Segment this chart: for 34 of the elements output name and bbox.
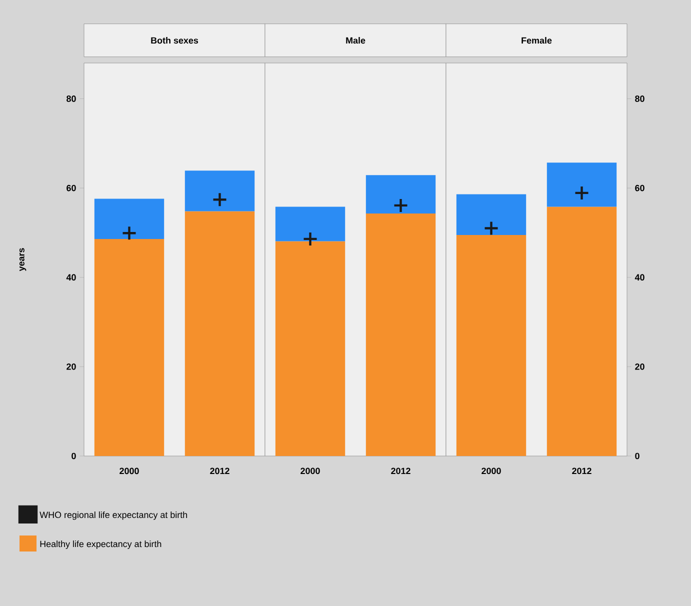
bar [456,234,526,456]
bar [184,211,255,456]
x-tick-label: 2012 [572,468,592,474]
bar [275,206,346,242]
bar [546,206,617,456]
chart-title: Male [346,37,366,44]
bar [94,238,164,456]
bar [94,198,164,239]
y-tick-label: 0 [72,452,76,460]
chart-title: Both sexes [151,37,198,44]
y-tick-label: 60 [635,184,644,192]
y-tick-label: 20 [635,364,644,370]
x-tick-label: 2012 [391,468,410,474]
y-tick-label: 0 [635,452,640,460]
y-tick-label: 80 [66,96,76,102]
x-tick-label: 2000 [482,468,501,474]
bar [275,241,346,456]
x-tick-label: 2000 [120,468,139,474]
bar [366,175,436,214]
y-tick-label: 40 [66,274,76,281]
y-axis-title: years [19,248,26,272]
bar [456,194,526,235]
bar [546,162,617,207]
x-tick-label: 2012 [210,468,230,474]
y-tick-label: 80 [635,96,644,102]
bar [184,170,255,212]
legend-label: WHO regional life expectancy at birth [40,511,188,520]
chart-title: Female [522,37,552,44]
y-tick-label: 60 [66,184,76,192]
x-tick-label: 2000 [300,468,320,474]
y-tick-label: 20 [66,364,76,370]
y-tick-label: 40 [634,274,644,281]
legend-label: Healthy life expectancy at birth [40,540,162,549]
bar [366,214,436,456]
